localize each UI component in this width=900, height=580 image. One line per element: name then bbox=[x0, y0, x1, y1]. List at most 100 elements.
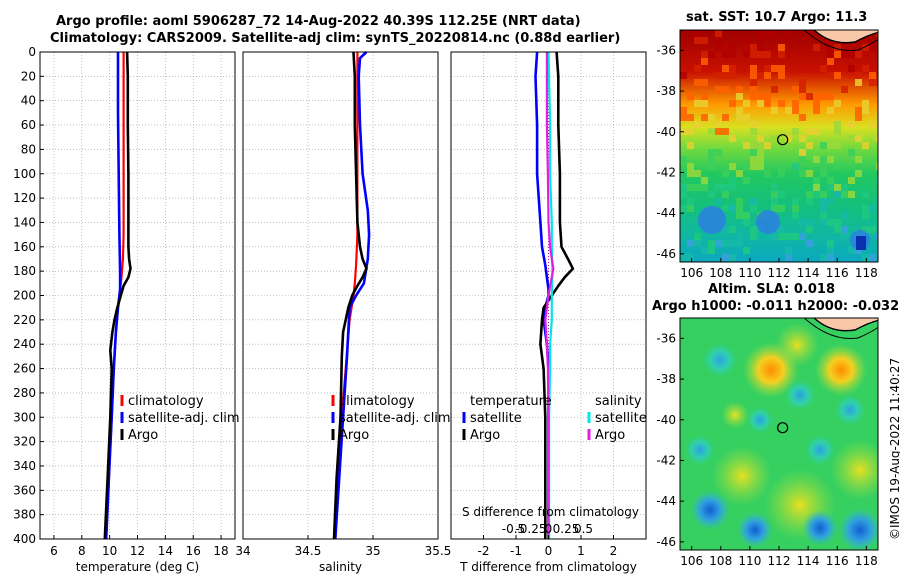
x-tick-label: 0 bbox=[545, 544, 553, 558]
sla-eddy bbox=[830, 440, 878, 500]
plot-frame bbox=[242, 51, 439, 540]
x-tick-label: 14 bbox=[158, 544, 173, 558]
x-axis-label: salinity bbox=[319, 560, 362, 574]
x-tick-label: -2 bbox=[478, 544, 490, 558]
x-tick-label: -1 bbox=[510, 544, 522, 558]
x-tick-label: 16 bbox=[186, 544, 201, 558]
y-tick-label: 360 bbox=[13, 483, 36, 497]
y-tick-label: 120 bbox=[13, 191, 36, 205]
x-axis-label: temperature (deg C) bbox=[76, 560, 199, 574]
figure-title-line2: Climatology: CARS2009. Satellite-adj cli… bbox=[50, 31, 621, 46]
sst-map: 106 108 110 112 114 116 118 -36 -38 -40 -42 -44 -46 bbox=[656, 29, 879, 280]
y-tick-label: 280 bbox=[13, 386, 36, 400]
legend-label: Argo bbox=[595, 428, 625, 443]
sla-map: 106 108 110 112 114 116 118 -36 -38 -40 -42 -44 -46 bbox=[656, 317, 879, 568]
x-tick-label: 118 bbox=[855, 554, 878, 568]
figure-title-line1: Argo profile: aoml 5906287_72 14-Aug-202… bbox=[56, 14, 581, 29]
legend-label: satellite bbox=[595, 411, 647, 426]
y-tick-label: -38 bbox=[656, 84, 676, 98]
sla-map-subtitle: Argo h1000: -0.011 h2000: -0.032 bbox=[652, 299, 898, 314]
x-tick-label: 114 bbox=[797, 554, 820, 568]
legend-label: Argo bbox=[470, 428, 500, 443]
top-axis-label: S difference from climatology bbox=[462, 505, 639, 519]
x-tick-label: 35.5 bbox=[425, 544, 452, 558]
sla-eddy bbox=[684, 434, 716, 466]
x-tick-label: 34 bbox=[235, 544, 250, 558]
y-tick-label: 200 bbox=[13, 289, 36, 303]
sla-eddy bbox=[804, 434, 836, 466]
y-tick-label: 140 bbox=[13, 215, 36, 229]
cool-patch bbox=[856, 236, 866, 250]
sst-map-title: sat. SST: 10.7 Argo: 11.3 bbox=[686, 10, 868, 25]
legend-difference-profile: temperature salinity satellite Argo satellit… bbox=[462, 394, 647, 443]
cool-patch bbox=[756, 210, 780, 234]
y-tick-label: 60 bbox=[21, 118, 36, 132]
legend-label: climatology bbox=[339, 394, 415, 409]
x-tick-label: 112 bbox=[768, 554, 791, 568]
series-line-argo bbox=[332, 51, 368, 540]
legend-label: Argo bbox=[339, 428, 369, 443]
x-tick-label: 116 bbox=[826, 266, 849, 280]
x-tick-label: 110 bbox=[738, 266, 761, 280]
y-tick-label: 300 bbox=[13, 410, 36, 424]
y-tick-label: 340 bbox=[13, 459, 36, 473]
sla-eddy bbox=[838, 508, 878, 550]
sla-eddy bbox=[802, 510, 838, 546]
y-tick-label: 160 bbox=[13, 240, 36, 254]
sla-eddy bbox=[815, 344, 867, 396]
x-tick-label: 1 bbox=[577, 544, 585, 558]
sla-eddy bbox=[690, 490, 730, 530]
legend-label: satellite bbox=[470, 411, 522, 426]
y-tick-label: -40 bbox=[656, 125, 676, 139]
sla-eddy bbox=[737, 512, 773, 548]
y-tick-label: 240 bbox=[13, 337, 36, 351]
sla-eddy bbox=[721, 401, 749, 429]
x-tick-label: 110 bbox=[738, 554, 761, 568]
top-tick-label: -0.5 bbox=[502, 522, 525, 536]
salinity-profile: 34 34.5 35 35.5 salinity bbox=[235, 51, 452, 574]
cool-patch bbox=[698, 206, 726, 234]
x-axis-label: T difference from climatology bbox=[459, 560, 637, 574]
depth-contour bbox=[803, 318, 878, 340]
argo-float-marker bbox=[777, 422, 789, 434]
top-tick-label: 0.5 bbox=[574, 522, 593, 536]
temperature-profile: 6 8 10 12 14 16 18 temperature (deg C) 0 20 40 60 80… bbox=[13, 45, 236, 574]
y-tick-label: -42 bbox=[656, 165, 676, 179]
x-tick-label: 34.5 bbox=[295, 544, 322, 558]
legend-label: Argo bbox=[128, 428, 158, 443]
x-tick-label: 18 bbox=[213, 544, 228, 558]
y-tick-label: 400 bbox=[13, 532, 36, 546]
legend-header: temperature bbox=[470, 394, 552, 409]
y-tick-label: 320 bbox=[13, 435, 36, 449]
x-tick-label: 106 bbox=[680, 266, 703, 280]
x-tick-label: 108 bbox=[709, 554, 732, 568]
x-tick-label: 118 bbox=[855, 266, 878, 280]
series-line-argo bbox=[103, 51, 132, 540]
legend-label: climatology bbox=[128, 394, 204, 409]
y-tick-label: 20 bbox=[21, 69, 36, 83]
x-tick-label: 2 bbox=[610, 544, 618, 558]
sla-map-title: Altim. SLA: 0.018 bbox=[708, 282, 835, 297]
sla-eddy bbox=[834, 394, 866, 426]
x-tick-label: 116 bbox=[826, 554, 849, 568]
y-tick-label: 260 bbox=[13, 362, 36, 376]
series-line-temperature-argo bbox=[539, 51, 575, 539]
sla-eddy bbox=[712, 446, 772, 506]
y-tick-label: -36 bbox=[656, 43, 676, 57]
y-tick-label: 80 bbox=[21, 142, 36, 156]
land-mass bbox=[813, 30, 878, 44]
top-tick-label: -0.25 bbox=[515, 522, 546, 536]
y-tick-label: -42 bbox=[656, 453, 676, 467]
sla-eddy bbox=[775, 323, 819, 367]
x-tick-label: 35 bbox=[365, 544, 380, 558]
y-tick-label: 40 bbox=[21, 94, 36, 108]
y-tick-label: -40 bbox=[656, 413, 676, 427]
legend-temperature-profile: climatology satellite-adj. clim Argo bbox=[120, 394, 240, 443]
y-tick-label: -44 bbox=[656, 206, 676, 220]
sla-eddy bbox=[702, 342, 738, 378]
x-tick-label: 108 bbox=[709, 266, 732, 280]
sla-eddy bbox=[784, 379, 816, 411]
legend-label: satellite-adj. clim bbox=[128, 411, 240, 426]
x-tick-label: 8 bbox=[78, 544, 86, 558]
